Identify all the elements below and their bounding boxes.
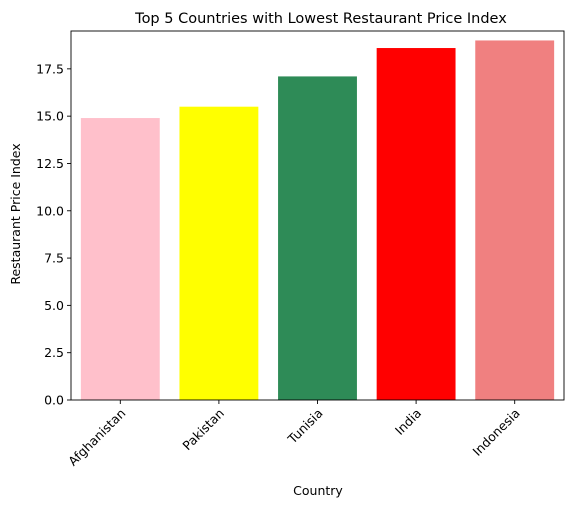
bar-india: [376, 48, 456, 401]
y-tick-label: 17.5: [36, 61, 64, 76]
y-tick-label: 15.0: [36, 109, 64, 124]
plot-area: 0.0 2.5 5.0 7.5 10.0 12.5 15.0 17.5 Afghanistan P…: [36, 30, 565, 469]
x-tick-label: India: [392, 406, 424, 438]
y-tick-label: 2.5: [44, 345, 64, 360]
chart-title: Top 5 Countries with Lowest Restaurant P…: [134, 11, 507, 27]
x-axis-label: Country: [293, 483, 343, 498]
y-tick-label: 10.0: [36, 203, 64, 218]
y-tick-label: 7.5: [44, 251, 64, 266]
y-tick-label: 5.0: [44, 298, 64, 313]
x-tick-label: Afghanistan: [65, 406, 128, 469]
x-tick-label: Indonesia: [469, 406, 522, 459]
y-tick-label: 0.0: [44, 393, 64, 408]
x-tick-label: Tunisia: [284, 406, 326, 448]
x-tick-label: Pakistan: [179, 406, 227, 454]
y-axis-label: Restaurant Price Index: [8, 143, 23, 284]
bar-pakistan: [179, 106, 259, 400]
y-tick-label: 12.5: [36, 156, 64, 171]
bar-indonesia: [475, 40, 555, 400]
bar-afghanistan: [80, 118, 160, 401]
bar-tunisia: [278, 76, 357, 401]
